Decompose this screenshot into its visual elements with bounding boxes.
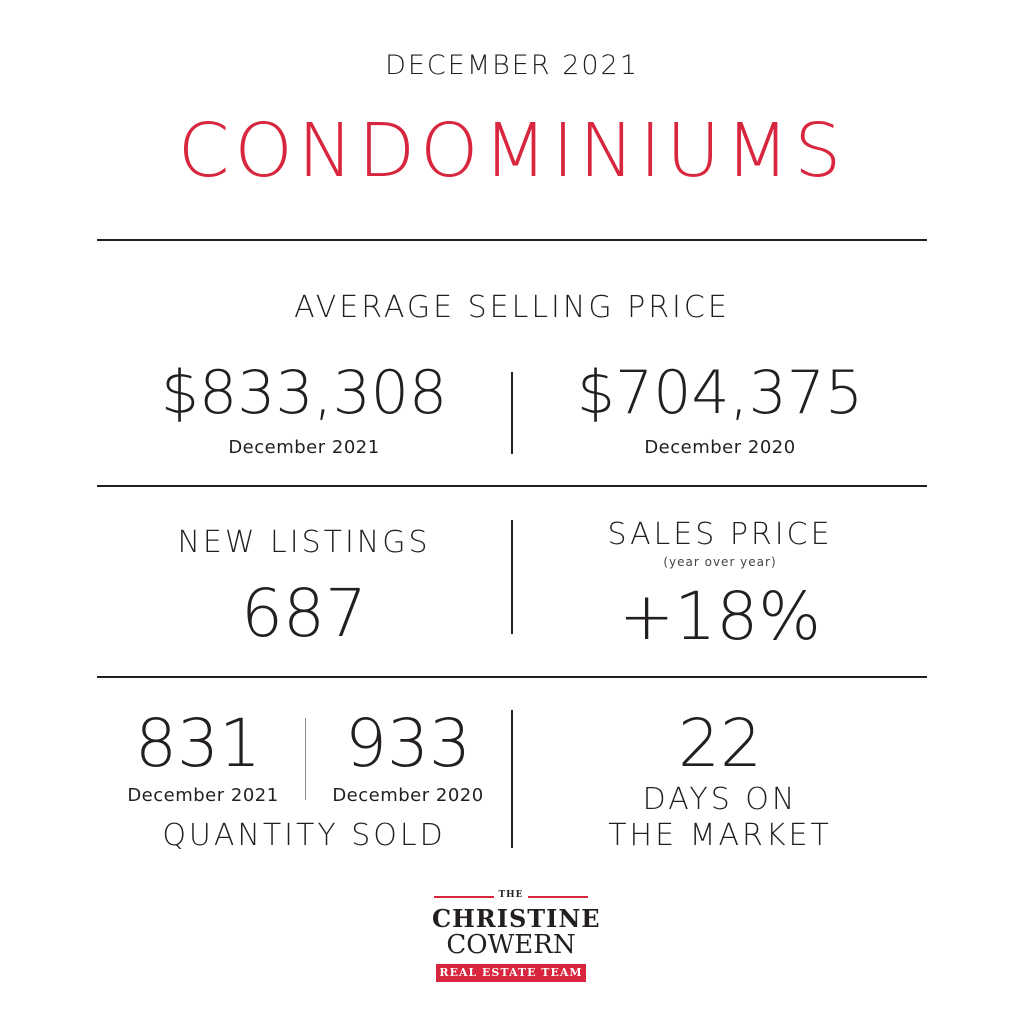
- sales-price-label: SALES PRICE: [607, 517, 833, 552]
- page-title: CONDOMINIUMS: [177, 108, 847, 194]
- average-price-previous-value: $704,375: [576, 358, 864, 428]
- divider-days: [511, 710, 513, 848]
- days-on-market-value: 22: [678, 705, 762, 782]
- logo-name-first: CHRISTINE: [432, 904, 601, 933]
- divider-price: [511, 372, 513, 454]
- quantity-sold-current-period: December 2021: [127, 785, 279, 806]
- days-on-market-label-line2: THE MARKET: [608, 818, 832, 853]
- days-on-market-label-line1: DAYS ON: [642, 782, 798, 817]
- quantity-sold-previous-period: December 2020: [332, 785, 484, 806]
- divider-top: [97, 239, 927, 241]
- divider-middle: [97, 485, 927, 487]
- sales-price-change-value: +18%: [619, 578, 821, 655]
- logo-line-right: [528, 896, 588, 898]
- quantity-sold-previous-value: 933: [345, 705, 471, 782]
- report-month: DECEMBER 2021: [385, 50, 639, 81]
- new-listings-label: NEW LISTINGS: [177, 525, 431, 560]
- new-listings-value: 687: [241, 575, 367, 652]
- brand-logo: THE CHRISTINE COWERN REAL ESTATE TEAM: [432, 888, 601, 988]
- average-price-current-period: December 2021: [228, 437, 380, 458]
- divider-bottom: [97, 676, 927, 678]
- logo-the: THE: [498, 890, 524, 900]
- divider-quantity: [305, 718, 306, 800]
- sales-price-sublabel: (year over year): [663, 555, 777, 569]
- average-selling-price-label: AVERAGE SELLING PRICE: [294, 290, 730, 325]
- quantity-sold-label: QUANTITY SOLD: [162, 818, 446, 853]
- divider-listings: [511, 520, 513, 634]
- average-price-current-value: $833,308: [160, 358, 448, 428]
- average-price-previous-period: December 2020: [644, 437, 796, 458]
- logo-name-last: COWERN: [446, 930, 576, 960]
- logo-line-left: [434, 896, 494, 898]
- quantity-sold-current-value: 831: [135, 705, 261, 782]
- logo-team-banner: REAL ESTATE TEAM: [436, 964, 586, 982]
